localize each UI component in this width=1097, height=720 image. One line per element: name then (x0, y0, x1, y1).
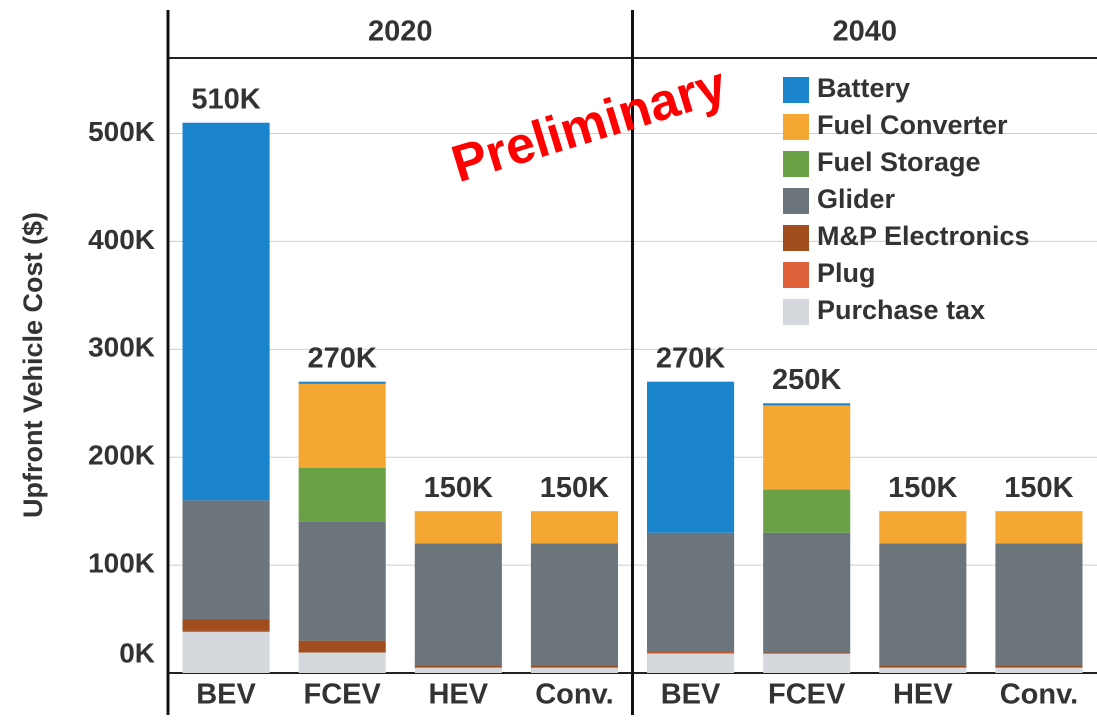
bar-segment (298, 521, 386, 641)
legend-swatch (783, 262, 809, 288)
bar-segment (763, 532, 851, 653)
total-label: 150K (888, 472, 957, 504)
total-label: 510K (191, 83, 260, 115)
legend-swatch (783, 151, 809, 177)
legend-swatch (783, 114, 809, 140)
legend-swatch (783, 299, 809, 325)
bar-segment (879, 665, 967, 668)
y-tick-label: 400K (88, 224, 155, 255)
bar-segment (530, 543, 618, 666)
legend-label: Glider (817, 184, 896, 214)
legend-label: Fuel Storage (817, 147, 981, 177)
bar-segment (995, 665, 1083, 668)
legend-label: Plug (817, 258, 876, 288)
bar-segment (995, 511, 1083, 544)
y-tick-label: 100K (88, 547, 155, 578)
bar-segment (414, 543, 502, 666)
y-tick-label: 200K (88, 440, 155, 471)
total-label: 150K (424, 472, 493, 504)
bar-segment (763, 652, 851, 654)
x-tick-label: Conv. (535, 679, 613, 711)
legend-swatch (783, 225, 809, 251)
annotation: Preliminary (445, 56, 733, 194)
bar-segment (182, 122, 270, 501)
bar-segment (182, 500, 270, 620)
group-title: 2040 (832, 16, 897, 48)
legend-swatch (783, 188, 809, 214)
bar-segment (763, 405, 851, 490)
bar-segment (298, 640, 386, 653)
x-tick-label: FCEV (768, 679, 846, 711)
bar-segment (530, 665, 618, 668)
bar-segment (763, 653, 851, 673)
y-tick-label: 300K (88, 332, 155, 363)
total-label: 150K (1004, 472, 1073, 504)
bar-segment (298, 381, 386, 384)
bar-segment (763, 489, 851, 533)
bar-segment (414, 665, 502, 668)
total-label: 270K (656, 342, 725, 374)
group-title: 2020 (368, 16, 433, 48)
bar-segment (763, 403, 851, 406)
bar-segment (530, 667, 618, 673)
x-tick-label: BEV (196, 679, 256, 711)
bar-segment (182, 619, 270, 631)
bar-segment (647, 532, 735, 652)
bar-segment (647, 652, 735, 654)
bar-segment (647, 651, 735, 653)
bar-segment (530, 511, 618, 544)
legend-label: M&P Electronics (817, 221, 1030, 251)
bar-segment (414, 511, 502, 544)
bar-segment (182, 630, 270, 632)
bar-segment (995, 667, 1083, 673)
bar-segment (182, 632, 270, 673)
bar-segment (298, 652, 386, 673)
bar-segment (298, 383, 386, 468)
bar-segment (647, 653, 735, 673)
y-tick-label: 0K (119, 637, 155, 668)
x-tick-label: FCEV (304, 679, 382, 711)
x-tick-label: BEV (661, 679, 721, 711)
x-tick-label: Conv. (1000, 679, 1078, 711)
total-label: 270K (308, 342, 377, 374)
bar-segment (647, 381, 735, 533)
bar-segment (879, 511, 967, 544)
bar-segment (414, 667, 502, 673)
y-axis-title: Upfront Vehicle Cost ($) (18, 212, 48, 518)
bar-segment (879, 667, 967, 673)
x-tick-label: HEV (893, 679, 953, 711)
x-tick-label: HEV (428, 679, 488, 711)
legend-label: Battery (817, 73, 910, 103)
y-tick-label: 500K (88, 116, 155, 147)
legend-swatch (783, 77, 809, 103)
bar-segment (879, 543, 967, 666)
total-label: 150K (540, 472, 609, 504)
bar-segment (995, 543, 1083, 666)
bar-segment (298, 468, 386, 522)
legend-label: Fuel Converter (817, 110, 1008, 140)
legend-label: Purchase tax (817, 295, 985, 325)
total-label: 250K (772, 364, 841, 396)
